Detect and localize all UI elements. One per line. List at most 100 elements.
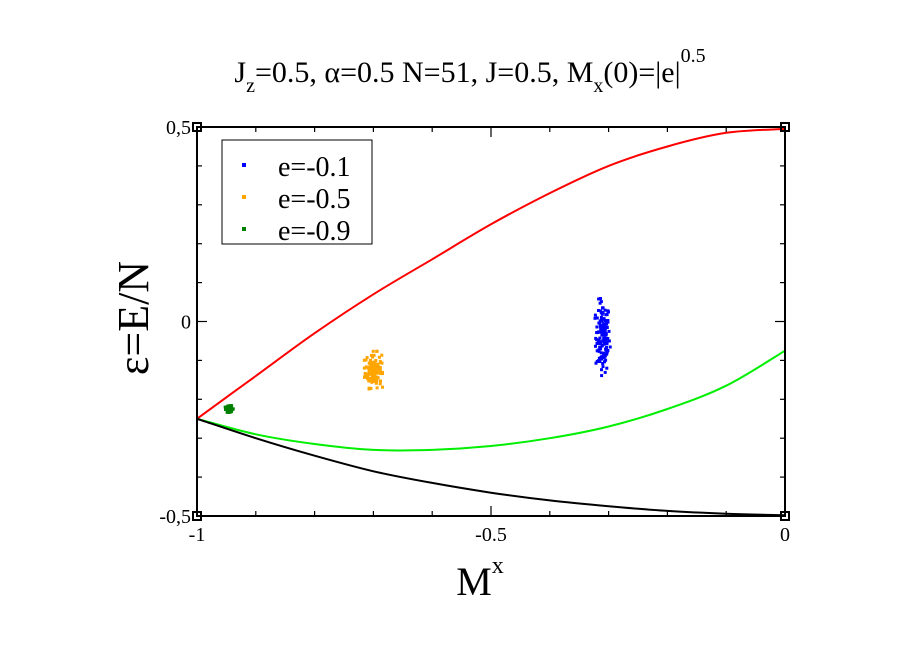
scatter-point-1 bbox=[371, 355, 375, 359]
scatter-point-1 bbox=[363, 374, 367, 378]
scatter-point-0 bbox=[597, 338, 601, 342]
scatter-point-0 bbox=[604, 358, 608, 362]
scatter-point-0 bbox=[602, 351, 606, 355]
scatter-point-1 bbox=[381, 371, 384, 374]
scatter-point-0 bbox=[605, 337, 609, 341]
scatter-point-0 bbox=[597, 356, 601, 360]
scatter-point-1 bbox=[373, 374, 377, 378]
scatter-point-1 bbox=[367, 372, 371, 376]
scatter-point-0 bbox=[600, 325, 604, 329]
scatter-point-0 bbox=[600, 343, 604, 347]
scatter-point-2 bbox=[223, 405, 227, 409]
scatter-point-0 bbox=[604, 348, 608, 352]
title-part-5: x bbox=[593, 75, 603, 97]
scatter-point-0 bbox=[605, 340, 609, 344]
scatter-point-1 bbox=[373, 377, 377, 381]
x-axis-label-sup: x bbox=[492, 553, 504, 579]
scatter-point-0 bbox=[600, 374, 604, 378]
scatter-point-2 bbox=[228, 404, 232, 408]
scatter-point-0 bbox=[602, 317, 606, 321]
scatter-point-0 bbox=[600, 355, 603, 359]
scatter-point-1 bbox=[369, 365, 373, 369]
scatter-point-0 bbox=[605, 366, 609, 370]
scatter-point-0 bbox=[598, 342, 602, 346]
scatter-point-0 bbox=[605, 350, 609, 354]
scatter-point-0 bbox=[604, 332, 608, 336]
scatter-point-0 bbox=[603, 360, 606, 364]
curve-line-1 bbox=[197, 349, 785, 452]
scatter-point-0 bbox=[599, 328, 603, 332]
scatter-point-0 bbox=[593, 316, 597, 320]
scatter-point-1 bbox=[365, 372, 369, 376]
scatter-point-1 bbox=[365, 356, 369, 360]
scatter-point-0 bbox=[601, 306, 604, 310]
scatter-point-1 bbox=[375, 386, 379, 390]
scatter-point-1 bbox=[374, 359, 378, 362]
scatter-point-0 bbox=[599, 347, 603, 351]
title-part-2: =0.5, bbox=[255, 56, 324, 89]
plot-points bbox=[223, 297, 612, 414]
legend-label-1: e=-0.5 bbox=[278, 184, 351, 215]
scatter-point-1 bbox=[370, 380, 374, 384]
scatter-point-0 bbox=[601, 362, 605, 365]
scatter-point-1 bbox=[375, 367, 379, 370]
scatter-point-1 bbox=[369, 386, 373, 390]
scatter-point-0 bbox=[602, 356, 606, 360]
scatter-point-0 bbox=[600, 317, 604, 321]
legend-box bbox=[221, 139, 373, 245]
scatter-point-0 bbox=[602, 333, 606, 337]
scatter-point-2 bbox=[225, 410, 229, 414]
scatter-point-1 bbox=[372, 353, 376, 357]
scatter-point-0 bbox=[597, 309, 600, 312]
scatter-point-0 bbox=[599, 300, 603, 304]
scatter-point-1 bbox=[364, 358, 368, 362]
scatter-point-1 bbox=[372, 372, 376, 376]
scatter-point-1 bbox=[372, 366, 376, 370]
scatter-point-1 bbox=[371, 368, 375, 372]
y-axis: -0,5 0 0,5 bbox=[159, 117, 785, 528]
curve-line-0 bbox=[197, 127, 785, 420]
scatter-point-0 bbox=[600, 357, 604, 361]
legend-marker-0 bbox=[242, 163, 246, 167]
title-part-6: (0)=|e| bbox=[603, 56, 680, 89]
scatter-point-1 bbox=[371, 366, 375, 370]
scatter-point-1 bbox=[375, 379, 379, 382]
scatter-point-1 bbox=[376, 376, 380, 380]
scatter-point-0 bbox=[601, 311, 605, 315]
scatter-point-1 bbox=[362, 358, 366, 362]
scatter-point-0 bbox=[600, 312, 604, 316]
scatter-point-0 bbox=[594, 344, 597, 348]
scatter-point-1 bbox=[363, 371, 367, 375]
x-tick-label: 0 bbox=[780, 524, 790, 546]
scatter-point-0 bbox=[605, 326, 609, 329]
scatter-point-0 bbox=[598, 301, 602, 305]
scatter-point-0 bbox=[604, 319, 607, 322]
scatter-point-0 bbox=[597, 348, 601, 352]
scatter-point-0 bbox=[599, 351, 603, 355]
scatter-point-1 bbox=[366, 375, 369, 379]
scatter-point-0 bbox=[607, 329, 611, 333]
scatter-point-1 bbox=[378, 382, 382, 386]
scatter-point-0 bbox=[600, 319, 604, 323]
scatter-point-1 bbox=[368, 362, 372, 366]
scatter-point-1 bbox=[367, 387, 371, 391]
scatter-point-0 bbox=[606, 309, 610, 313]
scatter-point-0 bbox=[608, 345, 612, 349]
scatter-point-0 bbox=[604, 313, 608, 317]
y-tick-label: 0,5 bbox=[166, 117, 191, 139]
scatter-point-0 bbox=[607, 339, 611, 343]
scatter-point-0 bbox=[601, 365, 605, 369]
scatter-point-0 bbox=[603, 354, 607, 358]
scatter-point-0 bbox=[605, 352, 609, 356]
x-axis-label-main: M bbox=[456, 559, 492, 604]
legend-label-2: e=-0.9 bbox=[278, 216, 351, 247]
scatter-point-1 bbox=[377, 365, 380, 369]
scatter-point-1 bbox=[366, 366, 370, 370]
x-axis: -1 -0.5 0 bbox=[189, 127, 790, 546]
scatter-point-1 bbox=[378, 369, 382, 373]
scatter-point-1 bbox=[373, 361, 377, 365]
scatter-point-1 bbox=[369, 358, 372, 362]
scatter-point-1 bbox=[379, 379, 382, 383]
scatter-point-0 bbox=[600, 333, 604, 337]
